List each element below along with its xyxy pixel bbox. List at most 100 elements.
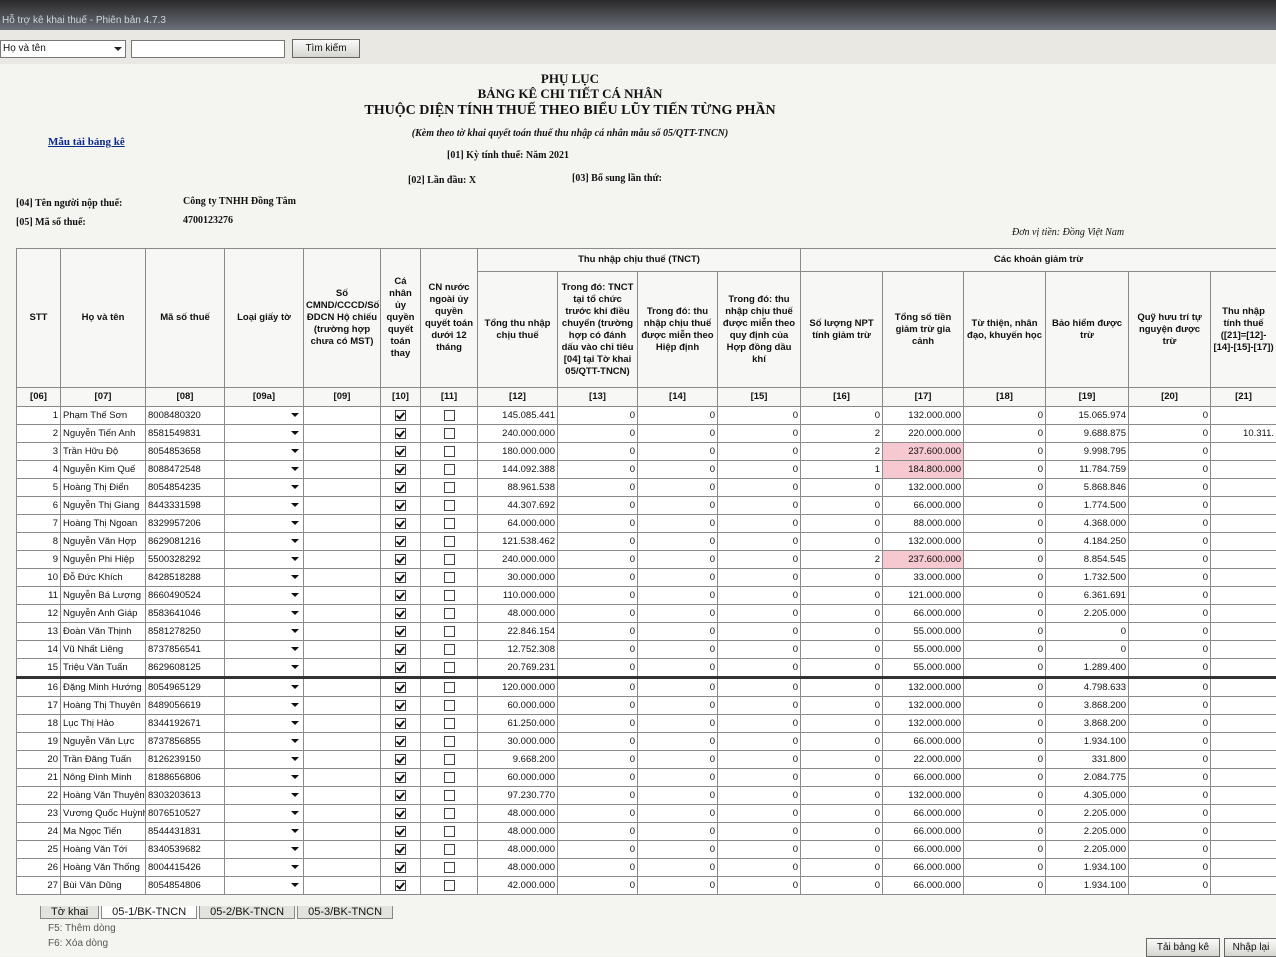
foreign-checkbox[interactable]	[444, 428, 455, 439]
doc-type-dropdown[interactable]	[227, 787, 301, 804]
doc-type-dropdown[interactable]	[227, 479, 301, 496]
foreign-checkbox[interactable]	[444, 518, 455, 529]
authorized-checkbox[interactable]	[395, 862, 406, 873]
authorized-checkbox[interactable]	[395, 608, 406, 619]
foreign-checkbox[interactable]	[444, 446, 455, 457]
doc-type-dropdown[interactable]	[227, 697, 301, 714]
authorized-checkbox[interactable]	[395, 446, 406, 457]
doc-type-dropdown[interactable]	[227, 461, 301, 478]
doc-type-dropdown[interactable]	[227, 533, 301, 550]
sheet-tab[interactable]: Tờ khai	[40, 906, 99, 919]
doc-type-dropdown[interactable]	[227, 551, 301, 568]
authorized-checkbox[interactable]	[395, 772, 406, 783]
authorized-checkbox[interactable]	[395, 754, 406, 765]
doc-type-dropdown[interactable]	[227, 841, 301, 858]
foreign-checkbox[interactable]	[444, 500, 455, 511]
search-field-select[interactable]: Họ và tên	[0, 40, 126, 58]
doc-type-dropdown[interactable]	[227, 605, 301, 622]
empty-cell	[1211, 497, 1276, 515]
doc-type-dropdown[interactable]	[227, 877, 301, 894]
authorized-checkbox[interactable]	[395, 590, 406, 601]
foreign-checkbox[interactable]	[444, 844, 455, 855]
foreign-checkbox[interactable]	[444, 536, 455, 547]
foreign-checkbox[interactable]	[444, 826, 455, 837]
foreign-checkbox[interactable]	[444, 880, 455, 891]
sheet-tab[interactable]: 05-2/BK-TNCN	[199, 906, 295, 919]
foreign-checkbox[interactable]	[444, 808, 455, 819]
foreign-checkbox[interactable]	[444, 790, 455, 801]
authorized-checkbox[interactable]	[395, 662, 406, 673]
foreign-checkbox[interactable]	[444, 590, 455, 601]
doc-type-dropdown[interactable]	[227, 805, 301, 822]
doc-type-dropdown[interactable]	[227, 679, 301, 696]
authorized-checkbox[interactable]	[395, 482, 406, 493]
empty-cell	[1211, 841, 1276, 859]
doc-type-dropdown[interactable]	[227, 623, 301, 640]
foreign-checkbox[interactable]	[444, 862, 455, 873]
doc-type-dropdown[interactable]	[227, 425, 301, 442]
authorized-checkbox[interactable]	[395, 880, 406, 891]
full-name: Hoàng Thị Ngoan	[61, 515, 146, 533]
amount-cell: 0	[558, 407, 638, 425]
doc-type-dropdown[interactable]	[227, 859, 301, 876]
amount-cell: 2.084.775	[1046, 769, 1129, 787]
foreign-checkbox[interactable]	[444, 736, 455, 747]
authorized-checkbox[interactable]	[395, 626, 406, 637]
doc-type-dropdown[interactable]	[227, 715, 301, 732]
doc-type-dropdown[interactable]	[227, 443, 301, 460]
authorized-checkbox[interactable]	[395, 644, 406, 655]
doc-type-dropdown[interactable]	[227, 659, 301, 676]
doc-type-dropdown[interactable]	[227, 497, 301, 514]
foreign-checkbox[interactable]	[444, 482, 455, 493]
foreign-checkbox[interactable]	[444, 626, 455, 637]
foreign-checkbox[interactable]	[444, 718, 455, 729]
authorized-checkbox[interactable]	[395, 500, 406, 511]
column-header: Số lượng NPT tính giảm trừ	[801, 272, 883, 388]
amount-cell: 0	[801, 733, 883, 751]
sheet-tab[interactable]: 05-3/BK-TNCN	[297, 906, 393, 919]
authorized-checkbox[interactable]	[395, 808, 406, 819]
doc-type-dropdown[interactable]	[227, 407, 301, 424]
authorized-checkbox[interactable]	[395, 536, 406, 547]
doc-type-dropdown[interactable]	[227, 515, 301, 532]
authorized-checkbox[interactable]	[395, 844, 406, 855]
authorized-checkbox[interactable]	[395, 790, 406, 801]
sheet-tab[interactable]: 05-1/BK-TNCN	[101, 906, 197, 919]
authorized-checkbox[interactable]	[395, 718, 406, 729]
doc-type-dropdown[interactable]	[227, 587, 301, 604]
foreign-checkbox[interactable]	[444, 464, 455, 475]
foreign-checkbox[interactable]	[444, 772, 455, 783]
foreign-checkbox[interactable]	[444, 644, 455, 655]
reset-button[interactable]: Nhập lại	[1224, 938, 1276, 957]
foreign-checkbox[interactable]	[444, 682, 455, 693]
foreign-checkbox[interactable]	[444, 662, 455, 673]
authorized-checkbox[interactable]	[395, 736, 406, 747]
authorized-checkbox[interactable]	[395, 572, 406, 583]
doc-type-dropdown[interactable]	[227, 823, 301, 840]
authorized-checkbox[interactable]	[395, 464, 406, 475]
foreign-checkbox[interactable]	[444, 700, 455, 711]
search-input[interactable]	[131, 40, 285, 58]
authorized-cell	[381, 461, 421, 479]
doc-type-dropdown[interactable]	[227, 769, 301, 786]
authorized-checkbox[interactable]	[395, 410, 406, 421]
authorized-checkbox[interactable]	[395, 518, 406, 529]
foreign-checkbox[interactable]	[444, 572, 455, 583]
doc-type-dropdown[interactable]	[227, 733, 301, 750]
download-button[interactable]: Tải bảng kê	[1146, 938, 1220, 957]
authorized-checkbox[interactable]	[395, 554, 406, 565]
doc-type-dropdown[interactable]	[227, 641, 301, 658]
full-name: Nguyễn Anh Giáp	[61, 605, 146, 623]
search-button[interactable]: Tìm kiếm	[292, 39, 360, 58]
download-link[interactable]: Mẫu tải bảng kê	[48, 136, 125, 148]
authorized-checkbox[interactable]	[395, 700, 406, 711]
doc-type-dropdown[interactable]	[227, 569, 301, 586]
doc-type-dropdown[interactable]	[227, 751, 301, 768]
authorized-checkbox[interactable]	[395, 826, 406, 837]
foreign-checkbox[interactable]	[444, 754, 455, 765]
authorized-checkbox[interactable]	[395, 682, 406, 693]
authorized-checkbox[interactable]	[395, 428, 406, 439]
foreign-checkbox[interactable]	[444, 608, 455, 619]
foreign-checkbox[interactable]	[444, 554, 455, 565]
foreign-checkbox[interactable]	[444, 410, 455, 421]
